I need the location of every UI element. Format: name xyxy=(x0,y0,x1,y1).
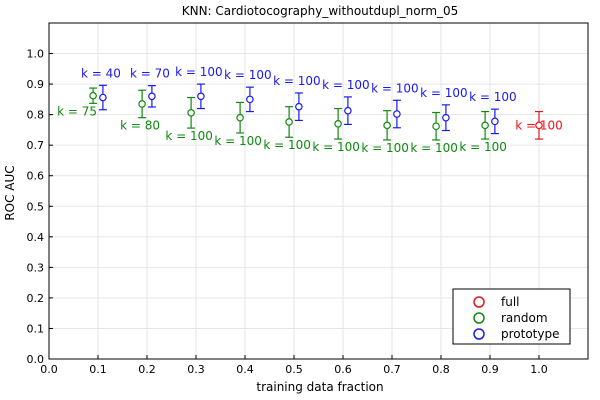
prototype-k-label: k = 100 xyxy=(273,74,321,88)
plot-frame xyxy=(48,22,589,360)
y-tick-label: 0.4 xyxy=(27,231,45,244)
random-point xyxy=(285,118,293,126)
data-series xyxy=(89,83,543,141)
prototype-point xyxy=(491,117,499,126)
chart-title: KNN: Cardiotocography_withoutdupl_norm_0… xyxy=(182,4,459,18)
prototype-point xyxy=(246,95,254,104)
legend: full random prototype xyxy=(452,288,571,345)
prototype-point xyxy=(393,110,401,118)
prototype-k-label: k = 100 xyxy=(322,78,370,92)
y-tick-label: 0.3 xyxy=(27,261,45,274)
x-tick-label: 0.4 xyxy=(236,363,254,376)
x-tick-label: 0.9 xyxy=(481,363,499,376)
random-k-label: k = 100 xyxy=(263,138,311,152)
x-tick-label: 0.1 xyxy=(89,363,107,376)
legend-items: full random prototype xyxy=(473,295,559,341)
x-tick-label: 0.7 xyxy=(383,363,401,376)
y-axis-ticks: 0.0 0.1 0.2 0.3 0.4 0.5 0.6 0.7 0.8 0.9 1.0 xyxy=(27,48,53,366)
prototype-point xyxy=(442,113,450,122)
x-tick-label: 0.0 xyxy=(40,363,58,376)
y-tick-label: 1.0 xyxy=(27,48,45,61)
y-tick-label: 0.2 xyxy=(27,292,45,305)
random-point xyxy=(236,113,244,122)
prototype-point xyxy=(344,106,352,115)
y-axis-title: ROC AUC xyxy=(3,165,17,220)
random-point xyxy=(481,121,489,130)
full-point xyxy=(535,121,543,130)
prototype-k-label: k = 100 xyxy=(469,90,517,104)
random-k-label: k = 100 xyxy=(410,141,458,155)
prototype-point xyxy=(197,92,205,101)
legend-label-random: random xyxy=(501,311,548,325)
legend-label-full: full xyxy=(501,295,520,309)
full-k-label: k = 100 xyxy=(515,118,563,132)
series-full xyxy=(535,110,543,140)
random-point xyxy=(432,122,440,131)
prototype-point xyxy=(99,93,107,102)
random-k-label: k = 100 xyxy=(165,129,213,143)
prototype-k-label: k = 40 xyxy=(81,66,121,80)
random-k-label: k = 100 xyxy=(459,140,507,154)
x-tick-label: 0.5 xyxy=(285,363,303,376)
prototype-k-label: k = 100 xyxy=(371,81,419,95)
prototype-k-label: k = 100 xyxy=(420,86,468,100)
y-tick-label: 0.8 xyxy=(27,109,45,122)
random-point xyxy=(138,100,146,108)
random-point xyxy=(383,121,391,130)
random-point xyxy=(187,109,195,117)
x-axis-title: training data fraction xyxy=(256,380,383,394)
prototype-point xyxy=(295,102,303,111)
y-tick-label: 0.7 xyxy=(27,139,45,152)
x-tick-label: 0.3 xyxy=(187,363,205,376)
prototype-k-label: k = 70 xyxy=(130,67,170,81)
legend-marker-random xyxy=(473,312,485,324)
x-tick-label: 0.6 xyxy=(334,363,352,376)
random-point xyxy=(89,91,97,100)
y-tick-label: 0.6 xyxy=(27,170,45,183)
random-k-label: k = 100 xyxy=(361,141,409,155)
y-tick-label: 0.0 xyxy=(27,353,45,366)
random-k-label: k = 100 xyxy=(214,134,262,148)
prototype-k-label: k = 100 xyxy=(175,65,223,79)
y-tick-label: 0.9 xyxy=(27,78,45,91)
random-k-label: k = 80 xyxy=(120,119,160,133)
random-point xyxy=(334,120,342,128)
series-random xyxy=(89,87,490,141)
legend-marker-full xyxy=(473,296,485,308)
prototype-point xyxy=(148,92,156,101)
legend-marker-prototype xyxy=(473,328,485,340)
y-tick-label: 0.1 xyxy=(27,322,45,335)
random-k-label: k = 75 xyxy=(57,104,97,118)
legend-label-prototype: prototype xyxy=(501,327,559,341)
random-k-label: k = 100 xyxy=(312,140,360,154)
x-axis-ticks: 0.0 0.1 0.2 0.3 0.4 0.5 0.6 0.7 0.8 0.9 1.0 xyxy=(40,355,548,376)
legend-box xyxy=(452,288,571,345)
x-tick-label: 0.8 xyxy=(432,363,450,376)
prototype-k-label: k = 100 xyxy=(224,68,272,82)
y-tick-label: 0.5 xyxy=(27,200,45,213)
series-prototype xyxy=(98,83,499,135)
x-tick-label: 1.0 xyxy=(530,363,548,376)
x-tick-label: 0.2 xyxy=(138,363,156,376)
